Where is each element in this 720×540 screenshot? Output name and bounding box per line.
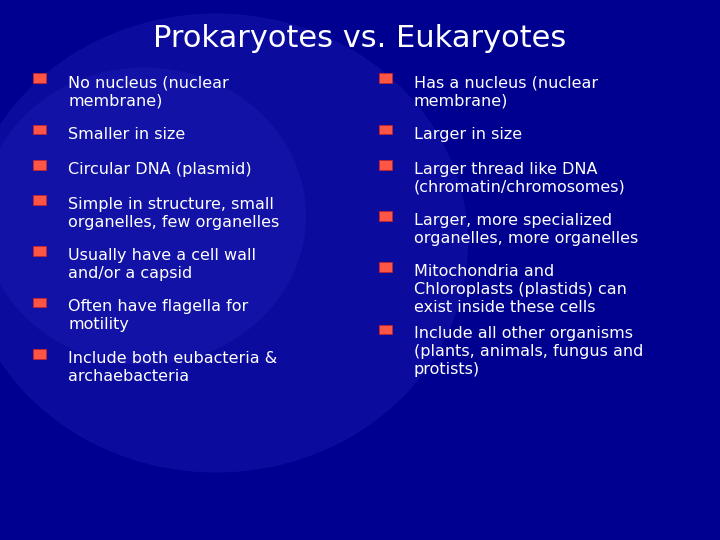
Text: No nucleus (nuclear
membrane): No nucleus (nuclear membrane) — [68, 76, 229, 109]
Text: Larger, more specialized
organelles, more organelles: Larger, more specialized organelles, mor… — [414, 213, 638, 246]
FancyBboxPatch shape — [33, 125, 46, 134]
Text: Include all other organisms
(plants, animals, fungus and
protists): Include all other organisms (plants, ani… — [414, 327, 644, 377]
Text: Larger in size: Larger in size — [414, 127, 522, 141]
FancyBboxPatch shape — [33, 160, 46, 170]
Text: Simple in structure, small
organelles, few organelles: Simple in structure, small organelles, f… — [68, 197, 279, 230]
Text: Has a nucleus (nuclear
membrane): Has a nucleus (nuclear membrane) — [414, 76, 598, 109]
FancyBboxPatch shape — [379, 125, 392, 134]
Text: Smaller in size: Smaller in size — [68, 127, 186, 141]
FancyBboxPatch shape — [33, 349, 46, 359]
Text: Prokaryotes vs. Eukaryotes: Prokaryotes vs. Eukaryotes — [153, 24, 567, 53]
Ellipse shape — [0, 14, 468, 472]
FancyBboxPatch shape — [33, 73, 46, 83]
FancyBboxPatch shape — [379, 325, 392, 334]
FancyBboxPatch shape — [379, 160, 392, 170]
Text: Mitochondria and
Chloroplasts (plastids) can
exist inside these cells: Mitochondria and Chloroplasts (plastids)… — [414, 265, 627, 315]
Text: Usually have a cell wall
and/or a capsid: Usually have a cell wall and/or a capsid — [68, 248, 256, 281]
FancyBboxPatch shape — [379, 262, 392, 272]
Text: Circular DNA (plasmid): Circular DNA (plasmid) — [68, 162, 252, 177]
FancyBboxPatch shape — [379, 211, 392, 221]
FancyBboxPatch shape — [379, 73, 392, 83]
FancyBboxPatch shape — [33, 246, 46, 256]
FancyBboxPatch shape — [33, 195, 46, 205]
Text: Larger thread like DNA
(chromatin/chromosomes): Larger thread like DNA (chromatin/chromo… — [414, 162, 626, 195]
Text: Include both eubacteria &
archaebacteria: Include both eubacteria & archaebacteria — [68, 351, 278, 384]
Text: Often have flagella for
motility: Often have flagella for motility — [68, 300, 248, 333]
Ellipse shape — [0, 68, 306, 364]
FancyBboxPatch shape — [33, 298, 46, 307]
